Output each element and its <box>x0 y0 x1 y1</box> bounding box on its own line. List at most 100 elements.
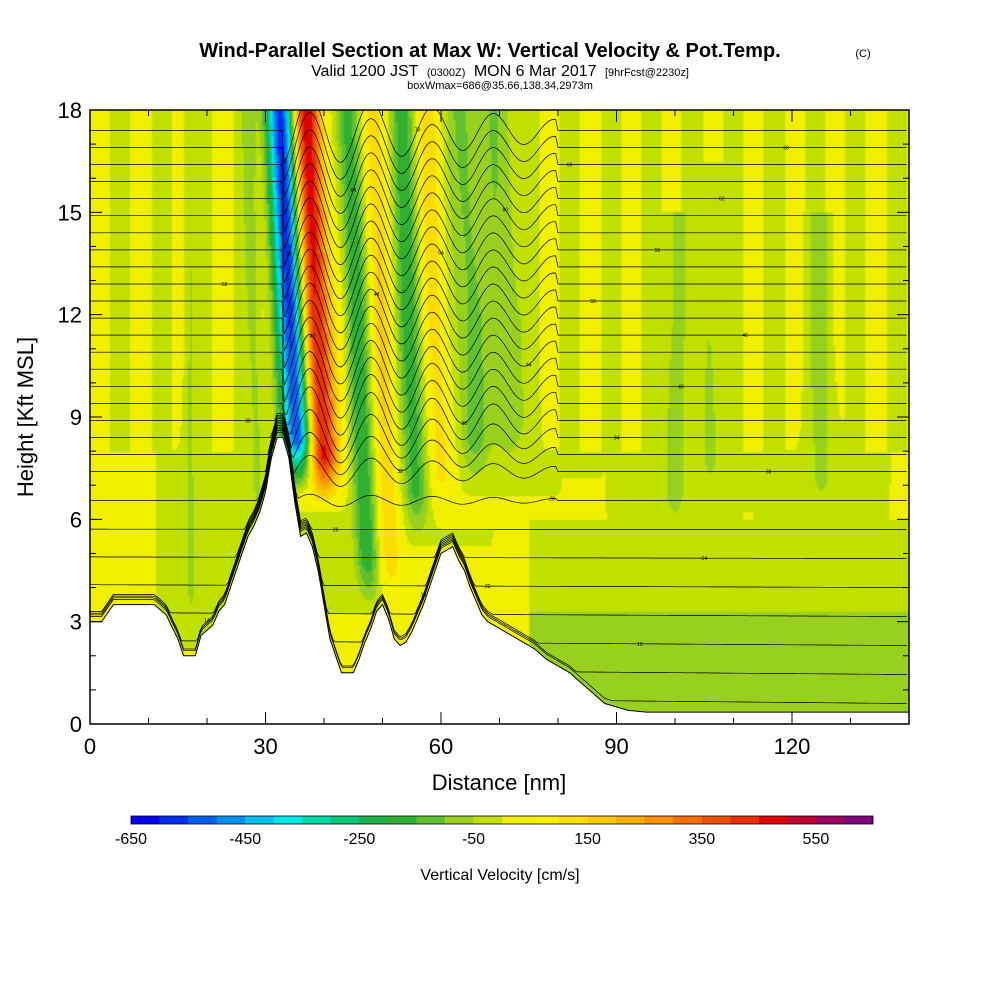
colorbar-swatch <box>673 816 703 824</box>
colorbar-swatch <box>131 816 160 824</box>
theta-contour <box>90 282 907 352</box>
colorbar-swatch <box>330 816 360 824</box>
contour-label: 24 <box>702 556 708 562</box>
y-tick-label: 12 <box>58 303 82 328</box>
chart-title: Wind-Parallel Section at Max W: Vertical… <box>199 40 780 62</box>
subtitle-date: MON 6 Mar 2017 <box>474 63 597 80</box>
theta-contour <box>90 180 907 249</box>
colorbar-swatch <box>188 816 217 824</box>
contour-label: 36 <box>245 418 251 424</box>
colorbar-swatch <box>216 816 246 824</box>
contour-label: 50 <box>590 299 596 305</box>
contour-label: 52 <box>222 282 228 288</box>
subtitle-valid: Valid 1200 JST <box>311 63 419 80</box>
theta-contour <box>90 431 907 704</box>
x-tick-label: 60 <box>429 734 453 759</box>
x-tick-label: 90 <box>604 734 628 759</box>
info-line: boxWmax=686@35.66,138.34,2973m <box>407 80 593 92</box>
colorbar-swatch <box>502 816 531 824</box>
theta-contour <box>90 231 907 301</box>
y-tick-label: 15 <box>58 200 82 225</box>
colorbar-swatch <box>473 816 503 824</box>
contour-label: 46 <box>742 333 748 339</box>
subtitle-zulu: (0300Z) <box>427 67 466 79</box>
contour-label: 54 <box>438 251 444 257</box>
contour-label: 62 <box>719 197 725 203</box>
theta-contour <box>90 386 907 452</box>
theta-contour <box>90 110 907 164</box>
colorbar-frame <box>130 815 874 825</box>
contour-label: 14 <box>204 618 210 624</box>
colorbar-swatch <box>273 816 303 824</box>
terrain-mask <box>90 437 909 724</box>
y-axis-title: Height [Kft MSL] <box>13 337 38 497</box>
title-copyright-mark: (C) <box>855 48 870 60</box>
colorbar-label: -450 <box>229 831 261 848</box>
contour-label: 48 <box>374 292 380 298</box>
colorbar-title: Vertical Velocity [cm/s] <box>420 867 579 884</box>
x-tick-label: 120 <box>774 734 811 759</box>
colorbar-label: 350 <box>688 831 715 848</box>
colorbar-label: -650 <box>115 831 147 848</box>
contour-label: 40 <box>678 384 684 390</box>
colorbar-swatch <box>730 816 760 824</box>
theta-contour <box>90 418 907 487</box>
colorbar-swatch <box>701 816 731 824</box>
theta-contour <box>90 112 907 181</box>
theta-contour <box>90 197 907 266</box>
theta-contour <box>90 426 907 617</box>
contour-label: 42 <box>310 334 316 340</box>
colorbar-swatch <box>587 816 617 824</box>
theta-contour <box>90 129 907 198</box>
colorbar-swatch <box>616 816 645 824</box>
colorbar-swatch <box>416 816 446 824</box>
colorbar-swatch <box>302 816 332 824</box>
theta-contour <box>90 214 907 283</box>
theta-contour <box>90 351 907 419</box>
contour-label: 22 <box>485 584 491 590</box>
colorbar: -650 -450 -250 -50 150 350 550 <box>115 815 874 848</box>
x-axis-title: Distance [nm] <box>432 770 567 795</box>
colorbar-swatch <box>359 816 389 824</box>
theta-contour <box>90 409 907 464</box>
contour-labels: 14 16 18 20 22 24 26 28 30 32 34 36 38 40 42 44 46 48 50 52… <box>204 128 789 648</box>
theta-contour <box>90 299 907 369</box>
contour-label: 38 <box>462 421 468 427</box>
subtitle-forecast: [9hrFcst@2230z] <box>605 67 689 79</box>
theta-contour <box>90 425 907 588</box>
contour-label: 66 <box>567 163 573 169</box>
contour-label: 64 <box>351 188 357 194</box>
contour-label: 18 <box>637 642 643 648</box>
potential-temperature-contours <box>90 110 907 704</box>
theta-contour <box>90 333 907 403</box>
contour-label: 16 <box>421 592 427 598</box>
contour-label: 44 <box>526 363 532 369</box>
colorbar-label: -250 <box>343 831 375 848</box>
contour-label: 26 <box>333 527 339 533</box>
colorbar-swatch <box>644 816 674 824</box>
colorbar-label: -50 <box>462 831 485 848</box>
colorbar-swatch <box>159 816 189 824</box>
colorbar-swatch <box>844 816 874 824</box>
theta-contour <box>90 416 907 476</box>
chart-subtitle: Valid 1200 JST (0300Z) MON 6 Mar 2017 [9… <box>311 63 689 80</box>
contour-label: 68 <box>783 146 789 152</box>
theta-contour <box>90 265 907 335</box>
theta-contour <box>90 248 907 318</box>
x-tick-label: 30 <box>253 734 277 759</box>
theta-contour <box>90 316 907 386</box>
colorbar-label: 150 <box>574 831 601 848</box>
colorbar-swatch <box>758 816 788 824</box>
theta-contour <box>90 163 907 232</box>
contour-label: 60 <box>503 208 509 214</box>
theta-contour <box>90 146 907 215</box>
colorbar-swatch <box>815 816 845 824</box>
theta-contour <box>90 428 907 646</box>
contour-label: 30 <box>766 470 772 476</box>
y-tick-label: 0 <box>70 712 82 737</box>
colorbar-swatch <box>245 816 274 824</box>
theta-contour <box>90 423 907 559</box>
contour-label: 20 <box>269 446 275 452</box>
theta-contour <box>90 368 907 436</box>
